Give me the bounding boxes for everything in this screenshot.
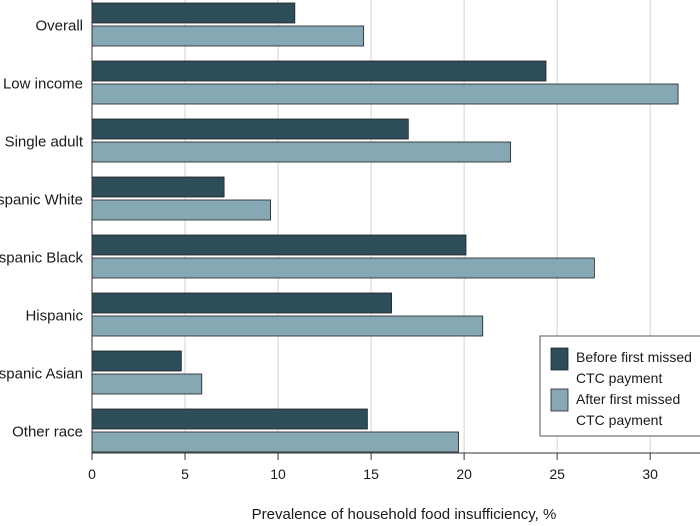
x-tick-label-30: 30: [642, 466, 658, 482]
x-tick-label-15: 15: [363, 466, 379, 482]
legend: Before first missed CTC payment After fi…: [539, 335, 700, 437]
legend-label-after-line2: CTC payment: [576, 412, 662, 428]
x-tick-label-0: 0: [88, 466, 96, 482]
bar-before-non-hispanic-white: [91, 176, 225, 198]
legend-label-before-line1: Before first missed: [576, 349, 692, 365]
x-tick-label-25: 25: [549, 466, 565, 482]
bar-after-hispanic: [91, 315, 484, 337]
x-tick-label-5: 5: [181, 466, 189, 482]
category-label-4: spanic Black: [0, 250, 83, 267]
bar-before-other-race: [91, 408, 368, 430]
bar-before-low-income: [91, 60, 547, 82]
y-axis-category-labels: Overall Low income Single adult spanic Whit…: [0, 18, 84, 441]
x-tick-label-20: 20: [456, 466, 472, 482]
bar-after-non-hispanic-white: [91, 199, 272, 221]
x-axis-ticks: 0 5 10 15 20 25 30: [88, 453, 658, 482]
category-label-5: Hispanic: [25, 308, 83, 325]
bar-before-non-hispanic-asian: [91, 350, 182, 372]
x-axis-title: Prevalence of household food insufficien…: [252, 506, 557, 523]
bar-after-low-income: [91, 83, 679, 105]
category-label-3: spanic White: [0, 192, 83, 209]
bar-after-non-hispanic-asian: [91, 373, 203, 395]
category-label-7: Other race: [12, 424, 83, 441]
bar-before-hispanic: [91, 292, 392, 314]
category-label-6: spanic Asian: [0, 366, 83, 383]
legend-swatch-before: [550, 347, 569, 371]
legend-swatch-after: [550, 388, 569, 412]
bar-after-single-adult: [91, 141, 512, 163]
x-tick-label-10: 10: [270, 466, 286, 482]
bar-before-non-hispanic-black: [91, 234, 467, 256]
legend-label-after-line1: After first missed: [576, 391, 680, 407]
bar-before-overall: [91, 2, 296, 24]
bar-before-single-adult: [91, 118, 409, 140]
bar-after-other-race: [91, 431, 459, 453]
bar-after-non-hispanic-black: [91, 257, 595, 279]
category-label-0: Overall: [35, 18, 83, 35]
legend-label-before-line2: CTC payment: [576, 370, 662, 386]
category-label-2: Single adult: [5, 134, 84, 151]
bar-after-overall: [91, 25, 365, 47]
category-label-1: Low income: [3, 76, 83, 93]
